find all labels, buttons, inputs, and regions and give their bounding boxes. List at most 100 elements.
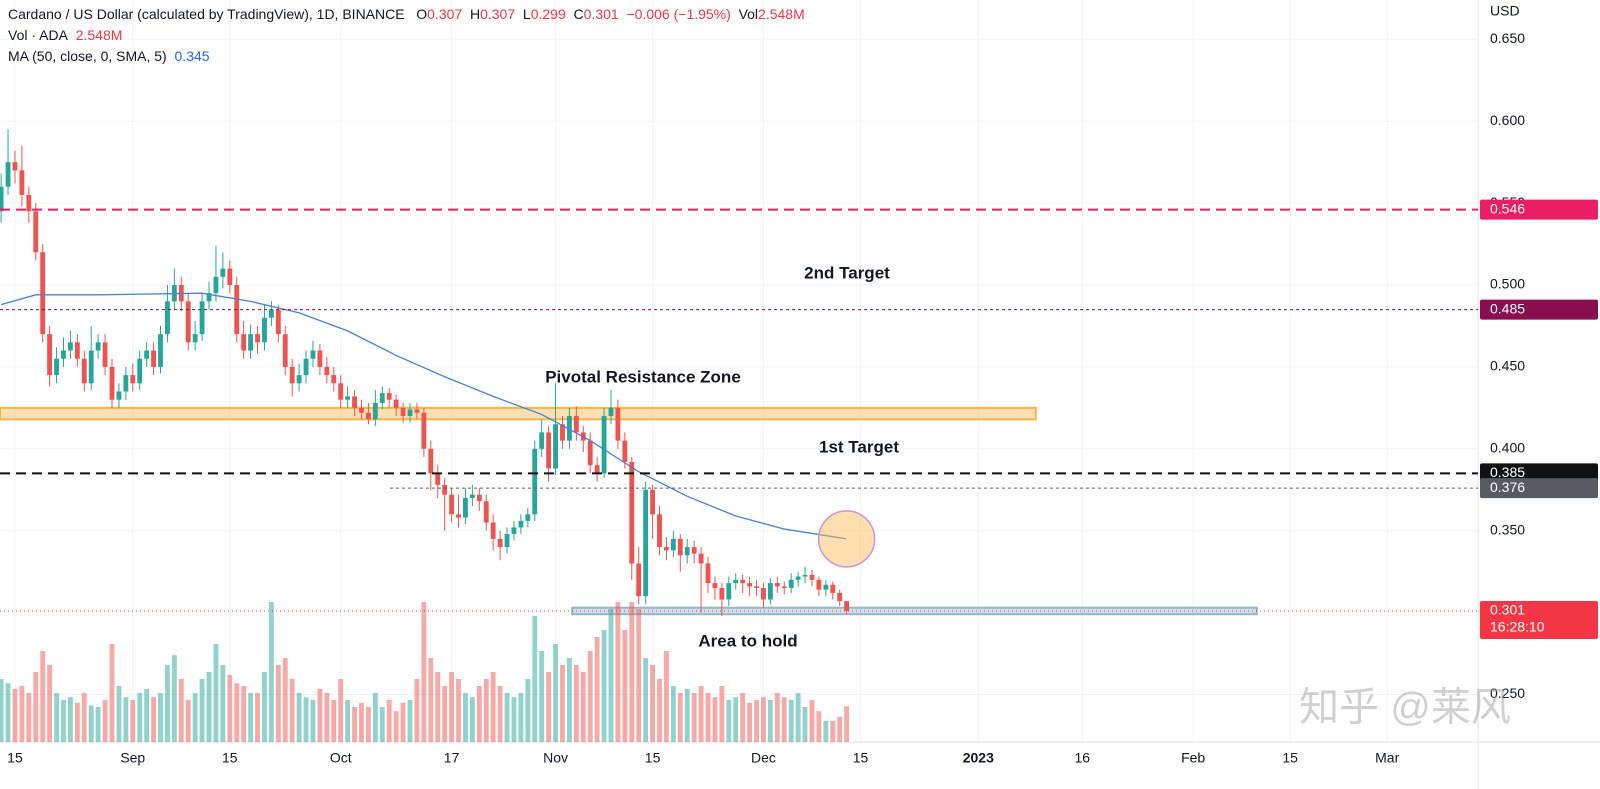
- volume-bar: [185, 700, 191, 742]
- volume-bar: [449, 672, 455, 742]
- volume-bar: [268, 602, 274, 742]
- volume-bar: [532, 616, 538, 742]
- candle-body: [324, 366, 330, 376]
- volume-bar: [622, 630, 628, 742]
- x-tick-label: 15: [7, 750, 23, 766]
- candle-body: [366, 412, 371, 420]
- h-label: H: [469, 6, 481, 22]
- price-label-bg: [1480, 199, 1598, 220]
- volume-bar: [5, 683, 11, 742]
- volume-bar: [539, 651, 545, 742]
- candle-body: [781, 586, 787, 589]
- volume-bar: [359, 702, 364, 742]
- volume-bar: [636, 609, 642, 742]
- volume-bar: [816, 711, 822, 742]
- volume-bar: [192, 693, 198, 742]
- candle-body: [74, 342, 80, 359]
- volume-bar: [546, 672, 552, 742]
- candle-body: [0, 186, 4, 212]
- candle-body: [677, 538, 683, 556]
- annotation: 2nd Target: [804, 263, 890, 282]
- candle-body: [518, 520, 524, 528]
- candle-body: [379, 393, 385, 403]
- countdown: 16:28:10: [1490, 619, 1545, 635]
- candle-body: [289, 366, 295, 384]
- volume-bar: [234, 683, 240, 742]
- annotation: 1st Target: [819, 437, 899, 456]
- candle-body: [788, 579, 794, 589]
- candle-body: [310, 350, 316, 359]
- candle-body: [816, 579, 822, 590]
- volume-bar: [282, 658, 288, 742]
- volume-bar: [144, 688, 150, 742]
- watermark: 知乎 @莱风: [1299, 686, 1511, 730]
- candle-body: [774, 583, 780, 587]
- volume-bar: [19, 686, 25, 742]
- candle-body: [546, 432, 552, 469]
- candle-body: [54, 358, 59, 376]
- candle-body: [255, 334, 260, 343]
- volume-bar: [54, 693, 59, 742]
- volume-bar: [733, 697, 739, 742]
- l-label: L: [522, 6, 531, 22]
- candle-body: [747, 583, 753, 587]
- candle-body: [560, 424, 565, 441]
- candle-body: [456, 514, 461, 518]
- y-tick-label: 0.450: [1490, 358, 1525, 374]
- volume-bar: [393, 711, 399, 742]
- price-label: 0.376: [1490, 479, 1525, 495]
- price-label: 0.546: [1490, 200, 1525, 216]
- price-label-bg: [1480, 299, 1598, 320]
- volume-bar: [123, 697, 129, 742]
- volume-bar: [324, 693, 330, 742]
- candle-body: [539, 432, 545, 449]
- volume-bar: [670, 686, 676, 742]
- candle-body: [712, 583, 718, 589]
- candle-body: [116, 391, 122, 400]
- ma-line: [0, 292, 847, 540]
- candle-body: [442, 484, 448, 495]
- volume-bar: [109, 644, 115, 742]
- c-label: C: [573, 6, 584, 22]
- volume-bar: [650, 665, 656, 742]
- candle-body: [463, 497, 468, 518]
- candle-body: [137, 358, 143, 384]
- candle-body: [407, 409, 413, 417]
- candle-body: [19, 170, 25, 195]
- volume-bar: [289, 679, 295, 742]
- annotation: Pivotal Resistance Zone: [545, 367, 741, 386]
- candle-body: [414, 409, 420, 413]
- x-tick-label: Dec: [751, 750, 776, 766]
- candle-body: [469, 494, 475, 498]
- o-value: 0.307: [427, 6, 463, 22]
- volume-bar: [580, 672, 586, 742]
- volume-bar: [463, 693, 468, 742]
- volume-bar: [435, 672, 441, 742]
- price-label: 0.301: [1490, 602, 1525, 618]
- x-tick-label: 15: [222, 750, 238, 766]
- volume-bar: [740, 693, 746, 742]
- volume-bar: [137, 693, 143, 742]
- volume-bar: [199, 679, 205, 742]
- volume-bar: [227, 674, 233, 742]
- candle-body: [40, 252, 46, 335]
- candle-body: [650, 489, 656, 515]
- volume-bar: [40, 651, 46, 742]
- candle-body: [393, 399, 399, 408]
- volume-bar: [386, 700, 392, 742]
- volume-bar: [317, 688, 323, 742]
- volume-bar: [497, 686, 503, 742]
- candle-body: [400, 407, 406, 417]
- volume-bar: [684, 688, 690, 742]
- candle-body: [483, 501, 489, 523]
- volume-bar: [275, 665, 281, 742]
- volume-bar: [102, 700, 108, 742]
- candle-body: [199, 301, 205, 335]
- volume-bar: [483, 679, 489, 742]
- candle-body: [248, 334, 254, 351]
- candle-body: [802, 574, 808, 577]
- volume-bar: [81, 693, 87, 742]
- candle-body: [844, 601, 850, 611]
- volume-bar: [262, 672, 267, 742]
- volume-bar: [414, 679, 420, 742]
